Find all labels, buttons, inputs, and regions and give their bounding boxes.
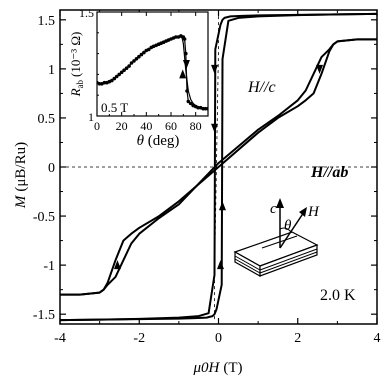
inset-y-tick-label: 1 <box>88 110 94 124</box>
inset-y-axis-label: Rab(10⁻³ Ω) <box>68 32 85 98</box>
arrow-hc-down-upper <box>211 64 219 74</box>
inset-point <box>102 80 107 85</box>
inset-point <box>110 78 114 83</box>
hab-label: H//ab <box>310 164 348 181</box>
arrow-hc-up-mid <box>218 201 226 211</box>
temperature-label: 2.0 K <box>320 287 356 304</box>
inset-arrows <box>179 60 190 79</box>
inset-chart: 0 20 40 60 80 11.5 θ (deg) Rab(10⁻³ Ω) 0.5 T <box>68 6 209 149</box>
inset-arrow-up <box>179 69 187 79</box>
svg-text:H: H <box>307 204 320 220</box>
y-axis-label: M(μB/Ru) <box>13 142 29 209</box>
inset-point <box>188 101 193 106</box>
arrow-hab-up <box>113 260 121 270</box>
y-tick-label: -1 <box>43 259 55 274</box>
inset-point <box>119 70 124 75</box>
y-tick-label: 1.5 <box>38 14 56 29</box>
inset-plot-frame <box>96 11 209 117</box>
series-h-c-return <box>60 12 377 322</box>
y-tick-label: 0.5 <box>38 112 56 127</box>
inset-x-tick-label: 60 <box>165 119 177 133</box>
inset-x-tick-label: 40 <box>140 119 152 133</box>
inset-x-tick-label: 80 <box>190 119 202 133</box>
main-y-ticks: -1.5 -1 -0.5 0 0.5 1 1.5 <box>33 14 377 323</box>
inset-point <box>124 66 129 70</box>
inset-y-tick-label: 1.5 <box>79 6 94 20</box>
inset-point <box>122 68 126 72</box>
svg-text:c: c <box>270 201 277 217</box>
main-arrows <box>113 64 324 270</box>
x-axis-label: μ0H (T) <box>192 360 242 375</box>
inset-point <box>182 37 187 41</box>
y-tick-label: 0 <box>48 161 55 176</box>
inset-x-tick-label: 20 <box>116 119 128 133</box>
y-tick-label: 1 <box>48 63 55 78</box>
inset-point <box>147 47 151 52</box>
inset-point <box>174 35 178 39</box>
x-tick-label: 4 <box>374 331 381 346</box>
y-tick-label: -0.5 <box>33 210 55 225</box>
crystal-schematic: c θ H <box>233 198 320 278</box>
main-chart: -4 -2 0 2 4 -1.5-1-0.500.511.5 M(μB/Ru) μ0H(… <box>13 9 381 375</box>
inset-point <box>132 59 136 63</box>
hc-label: H//c <box>247 79 276 96</box>
x-tick-label: 0 <box>215 331 222 346</box>
inset-point <box>186 99 191 104</box>
inset-point <box>129 61 134 65</box>
x-tick-label: 2 <box>294 331 301 346</box>
svg-text:θ: θ <box>284 218 292 234</box>
inset-point <box>114 74 119 79</box>
inset-point <box>139 52 144 57</box>
inset-point <box>127 64 131 68</box>
inset-background <box>97 12 208 116</box>
inset-series-group <box>97 34 208 111</box>
inset-x-ticks: 0 20 40 60 80 <box>94 12 209 133</box>
inset-point <box>112 76 117 81</box>
main-series-group <box>60 12 377 322</box>
arrow-hc-down-mid <box>211 123 219 133</box>
y-tick-label: -1.5 <box>33 308 55 323</box>
inset-field-label: 0.5 T <box>101 100 128 115</box>
inset-point <box>117 72 121 77</box>
inset-arrow-down <box>182 60 190 69</box>
inset-x-axis-label: θ (deg) <box>137 133 180 149</box>
series-reference-dashed <box>214 14 219 320</box>
inset-point <box>137 54 141 59</box>
inset-point <box>134 57 139 61</box>
x-tick-label: -2 <box>133 331 145 346</box>
inset-series-return-line <box>178 36 208 110</box>
inset-point <box>142 50 146 55</box>
inset-y-ticks: 11.5 <box>79 6 208 124</box>
main-x-ticks: -4 -2 0 2 4 <box>54 10 381 346</box>
x-tick-label: -4 <box>54 331 66 346</box>
inset-x-tick-label: 0 <box>94 119 100 133</box>
arrow-hab-down <box>316 64 324 74</box>
series-h-ab-return <box>60 38 377 296</box>
arrow-hc-up-lower <box>216 260 224 270</box>
